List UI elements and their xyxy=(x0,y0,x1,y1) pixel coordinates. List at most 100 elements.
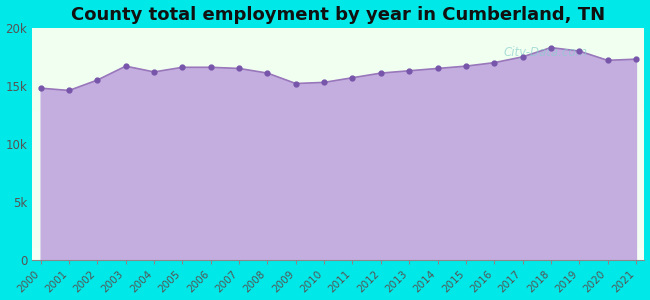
Bar xyxy=(32,197,644,200)
Bar xyxy=(32,158,644,160)
Bar xyxy=(32,169,644,172)
Bar xyxy=(32,51,644,53)
Bar xyxy=(32,193,644,195)
Bar xyxy=(32,253,644,255)
Bar xyxy=(32,151,644,153)
Bar xyxy=(32,142,644,144)
Bar xyxy=(32,30,644,32)
Bar xyxy=(32,116,644,118)
Bar xyxy=(32,216,644,218)
Text: City-Data.com: City-Data.com xyxy=(504,46,588,59)
Bar xyxy=(32,100,644,102)
Bar xyxy=(32,95,644,98)
Bar xyxy=(32,118,644,121)
Bar xyxy=(32,121,644,123)
Bar xyxy=(32,206,644,209)
Bar xyxy=(32,225,644,227)
Bar xyxy=(32,232,644,234)
Bar xyxy=(32,98,644,100)
Bar xyxy=(32,111,644,114)
Bar xyxy=(32,104,644,107)
Bar xyxy=(32,83,644,86)
Bar xyxy=(32,248,644,250)
Bar xyxy=(32,102,644,104)
Bar xyxy=(32,49,644,51)
Bar xyxy=(32,160,644,162)
Bar xyxy=(32,234,644,236)
Bar xyxy=(32,202,644,204)
Bar xyxy=(32,128,644,130)
Bar xyxy=(32,132,644,134)
Bar xyxy=(32,211,644,213)
Bar xyxy=(32,227,644,230)
Bar xyxy=(32,176,644,178)
Bar xyxy=(32,40,644,42)
Bar xyxy=(32,67,644,70)
Bar xyxy=(32,65,644,67)
Bar xyxy=(32,35,644,37)
Bar xyxy=(32,146,644,148)
Bar xyxy=(32,246,644,248)
Bar xyxy=(32,172,644,174)
Bar xyxy=(32,153,644,155)
Bar xyxy=(32,74,644,77)
Bar xyxy=(32,167,644,169)
Bar xyxy=(32,250,644,253)
Bar xyxy=(32,236,644,239)
Bar xyxy=(32,53,644,56)
Bar xyxy=(32,209,644,211)
Bar xyxy=(32,148,644,151)
Bar xyxy=(32,134,644,137)
Bar xyxy=(32,178,644,181)
Bar xyxy=(32,88,644,91)
Bar xyxy=(32,93,644,95)
Bar xyxy=(32,86,644,88)
Bar xyxy=(32,218,644,220)
Bar xyxy=(32,114,644,116)
Bar xyxy=(32,144,644,146)
Bar xyxy=(32,185,644,188)
Bar xyxy=(32,109,644,111)
Bar xyxy=(32,230,644,232)
Bar xyxy=(32,244,644,246)
Bar xyxy=(32,107,644,109)
Title: County total employment by year in Cumberland, TN: County total employment by year in Cumbe… xyxy=(72,6,605,24)
Bar xyxy=(32,223,644,225)
Bar xyxy=(32,204,644,206)
Bar xyxy=(32,56,644,58)
Bar xyxy=(32,76,644,79)
Bar xyxy=(32,70,644,72)
Bar xyxy=(32,58,644,60)
Bar xyxy=(32,123,644,125)
Bar xyxy=(32,239,644,241)
Bar xyxy=(32,162,644,165)
Bar xyxy=(32,28,644,30)
Bar xyxy=(32,63,644,65)
Bar xyxy=(32,81,644,83)
Bar xyxy=(32,213,644,216)
Bar xyxy=(32,46,644,49)
Bar xyxy=(32,155,644,158)
Bar xyxy=(32,195,644,197)
Bar xyxy=(32,220,644,223)
Bar xyxy=(32,255,644,257)
Bar xyxy=(32,257,644,260)
Bar xyxy=(32,72,644,74)
Bar xyxy=(32,200,644,202)
Bar xyxy=(32,125,644,128)
Bar xyxy=(32,165,644,167)
Bar xyxy=(32,91,644,93)
Bar xyxy=(32,42,644,44)
Bar xyxy=(32,130,644,132)
Bar xyxy=(32,44,644,46)
Bar xyxy=(32,241,644,244)
Bar xyxy=(32,174,644,176)
Bar xyxy=(32,190,644,193)
Bar xyxy=(32,181,644,183)
Bar xyxy=(32,32,644,35)
Bar xyxy=(32,139,644,142)
Bar xyxy=(32,37,644,40)
Bar xyxy=(32,188,644,190)
Bar xyxy=(32,137,644,139)
Bar xyxy=(32,60,644,63)
